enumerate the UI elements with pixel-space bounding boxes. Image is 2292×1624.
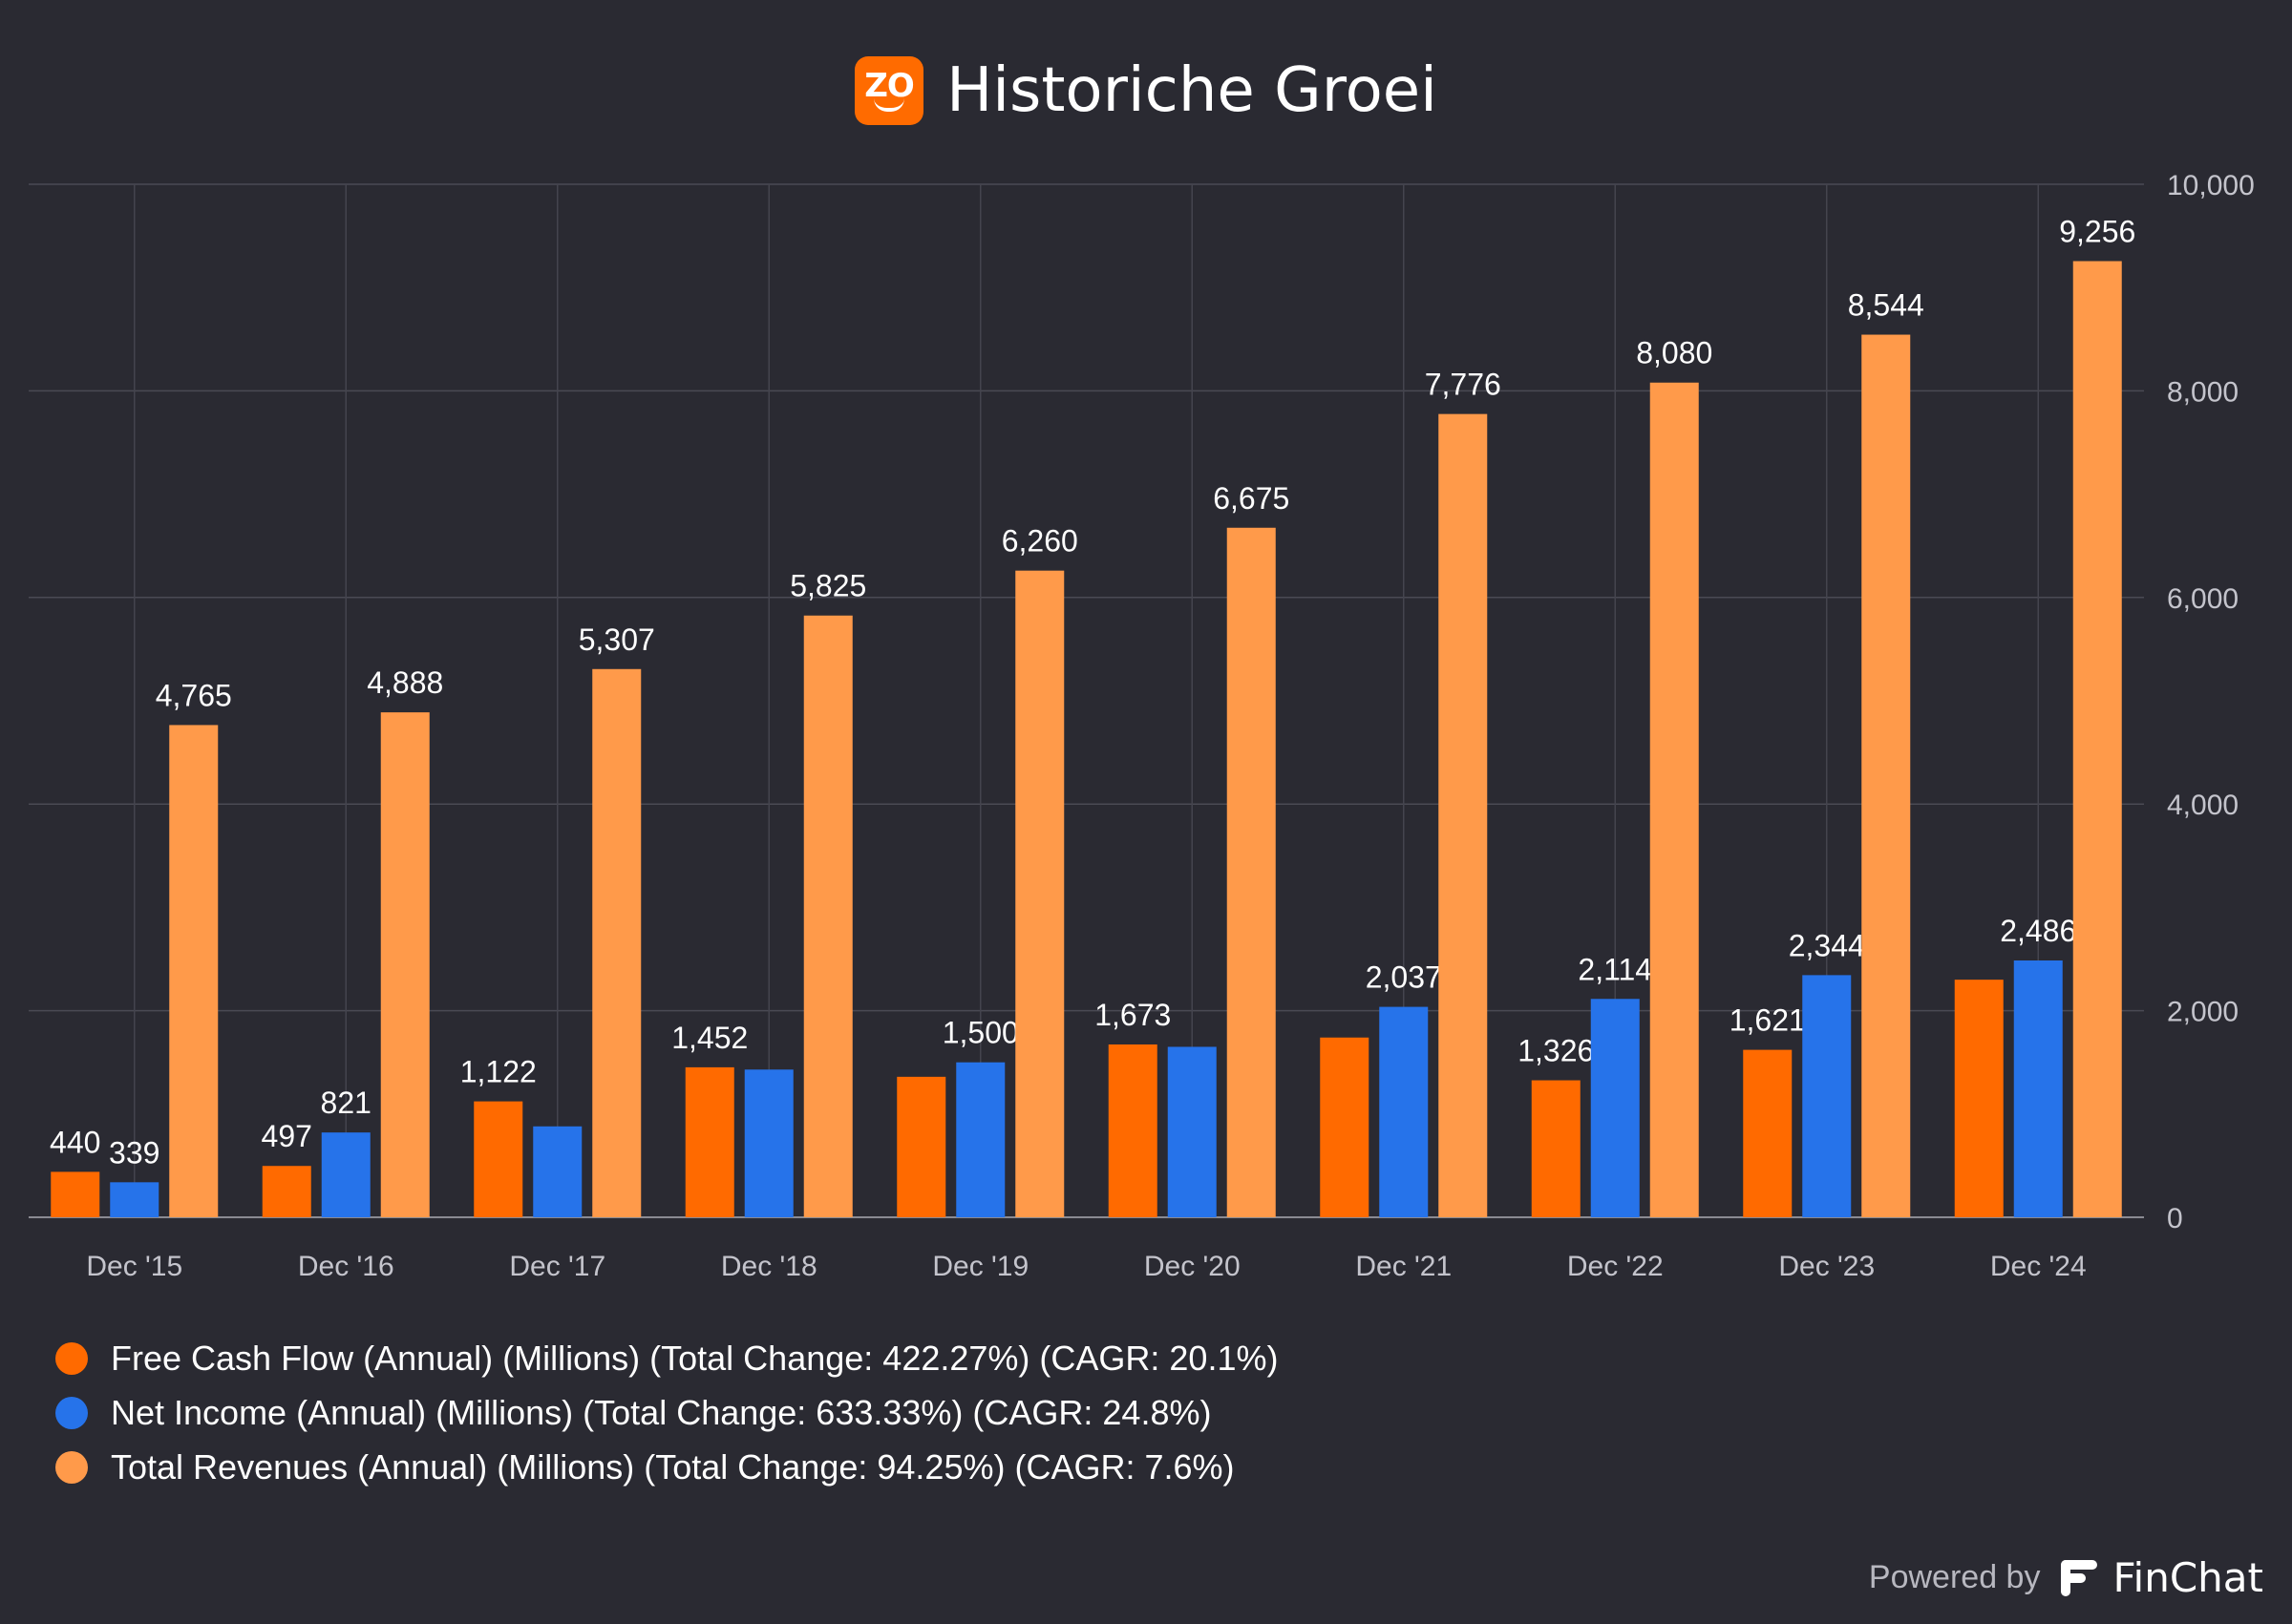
bar-free-cash-flow <box>1743 1049 1793 1217</box>
bar-free-cash-flow <box>897 1076 946 1217</box>
legend-label: Total Revenues (Annual) (Millions) (Tota… <box>111 1446 1235 1487</box>
bar-total-revenues <box>2072 261 2122 1217</box>
chart-title: Historiche Groei <box>946 55 1437 126</box>
bar-free-cash-flow <box>262 1166 311 1217</box>
bar-total-revenues <box>1861 334 1911 1218</box>
legend-dot <box>55 1450 88 1484</box>
bar-net-income <box>321 1132 371 1217</box>
bar-net-income <box>2013 960 2063 1217</box>
data-label: 1,673 <box>1094 998 1171 1032</box>
bar-net-income <box>1167 1046 1217 1217</box>
data-label: 8,080 <box>1636 336 1712 370</box>
bar-free-cash-flow <box>1320 1037 1369 1217</box>
bar-free-cash-flow <box>1531 1080 1581 1217</box>
data-label: 1,621 <box>1730 1003 1806 1038</box>
data-label: 1,452 <box>671 1021 748 1055</box>
chart-header: ZO Historiche Groei <box>0 50 2292 132</box>
data-label: 2,114 <box>1578 952 1652 986</box>
legend-item-total-revenues[interactable]: Total Revenues (Annual) (Millions) (Tota… <box>55 1440 1278 1494</box>
legend-item-net-income[interactable]: Net Income (Annual) (Millions) (Total Ch… <box>55 1385 1278 1440</box>
data-label: 7,776 <box>1425 368 1501 402</box>
y-tick-label: 8,000 <box>2167 376 2239 408</box>
legend-dot <box>55 1396 88 1429</box>
x-tick-label: Dec '17 <box>509 1251 605 1282</box>
x-tick-label: Dec '18 <box>721 1251 817 1282</box>
bar-total-revenues <box>169 725 219 1217</box>
powered-by-badge[interactable]: Powered by FinChat <box>1869 1554 2263 1601</box>
data-label: 821 <box>321 1086 371 1120</box>
bar-total-revenues <box>380 712 430 1217</box>
bar-net-income <box>533 1126 583 1217</box>
data-label: 6,260 <box>1002 524 1078 559</box>
bar-free-cash-flow <box>51 1171 100 1217</box>
legend-label: Free Cash Flow (Annual) (Millions) (Tota… <box>111 1338 1279 1378</box>
data-label: 2,344 <box>1789 928 1865 962</box>
powered-by-text: Powered by <box>1868 1559 2041 1595</box>
data-label: 1,122 <box>460 1055 537 1089</box>
data-label: 5,825 <box>790 569 866 603</box>
y-tick-label: 0 <box>2167 1203 2183 1234</box>
y-tick-label: 6,000 <box>2167 583 2239 615</box>
legend-item-free-cash-flow[interactable]: Free Cash Flow (Annual) (Millions) (Tota… <box>55 1331 1278 1385</box>
y-tick-label: 2,000 <box>2167 997 2239 1028</box>
bar-free-cash-flow <box>1954 980 2004 1217</box>
x-tick-label: Dec '21 <box>1355 1251 1452 1282</box>
bar-net-income <box>1590 999 1640 1217</box>
data-label: 4,888 <box>367 665 443 700</box>
finchat-brand-text: FinChat <box>2112 1554 2263 1601</box>
bar-net-income <box>1379 1006 1429 1217</box>
x-tick-label: Dec '20 <box>1144 1251 1241 1282</box>
legend-label: Net Income (Annual) (Millions) (Total Ch… <box>111 1392 1212 1432</box>
x-tick-label: Dec '23 <box>1778 1251 1875 1282</box>
bar-total-revenues <box>592 668 642 1217</box>
data-label: 440 <box>50 1125 100 1159</box>
y-tick-label: 4,000 <box>2167 790 2239 821</box>
data-label: 5,307 <box>579 622 655 657</box>
company-logo: ZO <box>855 56 924 125</box>
data-label: 8,544 <box>1848 288 1924 323</box>
data-label: 4,765 <box>156 678 232 712</box>
data-label: 9,256 <box>2059 215 2135 249</box>
data-label: 2,486 <box>2000 914 2076 948</box>
bar-net-income <box>956 1062 1006 1217</box>
bar-total-revenues <box>1649 382 1699 1217</box>
bar-total-revenues <box>1226 527 1276 1217</box>
data-label: 1,326 <box>1517 1034 1594 1068</box>
bar-free-cash-flow <box>1108 1044 1157 1217</box>
chart-legend: Free Cash Flow (Annual) (Millions) (Tota… <box>55 1331 1278 1494</box>
x-tick-label: Dec '15 <box>86 1251 182 1282</box>
logo-smile-icon <box>874 98 905 112</box>
bar-total-revenues <box>1015 570 1065 1217</box>
x-tick-label: Dec '22 <box>1567 1251 1664 1282</box>
data-label: 1,500 <box>943 1016 1019 1050</box>
bar-net-income <box>744 1069 794 1217</box>
bar-total-revenues <box>1438 413 1488 1217</box>
x-tick-label: Dec '19 <box>932 1251 1029 1282</box>
data-label: 6,675 <box>1213 481 1289 516</box>
bar-free-cash-flow <box>685 1066 734 1217</box>
x-tick-label: Dec '24 <box>1990 1251 2087 1282</box>
bar-free-cash-flow <box>474 1101 523 1217</box>
bar-chart: 0 2,000 4,000 6,000 8,000 10,000 440 497 1,122 1,… <box>29 170 2255 1282</box>
finchat-logo-icon <box>2061 1559 2098 1596</box>
data-label: 339 <box>109 1135 159 1170</box>
y-tick-label: 10,000 <box>2167 170 2255 201</box>
bar-net-income <box>1802 975 1852 1217</box>
data-label: 497 <box>262 1119 312 1153</box>
legend-dot <box>55 1341 88 1375</box>
x-tick-label: Dec '16 <box>298 1251 394 1282</box>
data-label: 2,037 <box>1366 960 1442 995</box>
bar-total-revenues <box>803 615 853 1217</box>
bar-net-income <box>110 1182 159 1217</box>
